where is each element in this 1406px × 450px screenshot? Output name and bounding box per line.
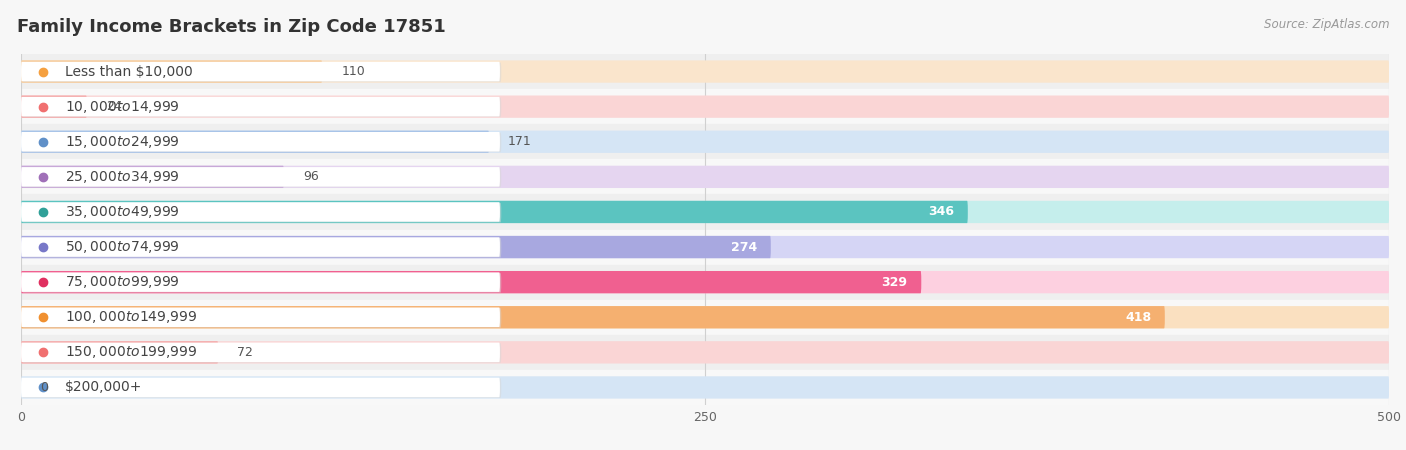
FancyBboxPatch shape: [21, 201, 1389, 223]
FancyBboxPatch shape: [21, 130, 489, 153]
FancyBboxPatch shape: [22, 133, 502, 152]
FancyBboxPatch shape: [21, 271, 1389, 293]
Text: 24: 24: [105, 100, 122, 113]
FancyBboxPatch shape: [21, 95, 87, 118]
FancyBboxPatch shape: [21, 306, 1164, 328]
FancyBboxPatch shape: [21, 306, 1389, 328]
FancyBboxPatch shape: [21, 341, 218, 364]
FancyBboxPatch shape: [21, 95, 1389, 118]
Text: 171: 171: [508, 135, 531, 148]
Bar: [21, 159, 1389, 194]
FancyBboxPatch shape: [22, 308, 502, 328]
FancyBboxPatch shape: [21, 237, 501, 257]
Text: $75,000 to $99,999: $75,000 to $99,999: [65, 274, 180, 290]
Text: Family Income Brackets in Zip Code 17851: Family Income Brackets in Zip Code 17851: [17, 18, 446, 36]
Bar: [21, 370, 1389, 405]
FancyBboxPatch shape: [21, 166, 284, 188]
FancyBboxPatch shape: [21, 307, 501, 327]
Bar: [21, 335, 1389, 370]
Text: 418: 418: [1125, 311, 1152, 324]
FancyBboxPatch shape: [22, 98, 502, 117]
Text: $150,000 to $199,999: $150,000 to $199,999: [65, 344, 197, 360]
FancyBboxPatch shape: [21, 236, 770, 258]
FancyBboxPatch shape: [21, 130, 1389, 153]
FancyBboxPatch shape: [21, 271, 921, 293]
FancyBboxPatch shape: [21, 341, 1389, 364]
Text: 110: 110: [342, 65, 366, 78]
FancyBboxPatch shape: [22, 203, 502, 222]
FancyBboxPatch shape: [21, 166, 1389, 188]
Text: $50,000 to $74,999: $50,000 to $74,999: [65, 239, 180, 255]
Text: 96: 96: [302, 171, 319, 183]
FancyBboxPatch shape: [22, 238, 502, 257]
FancyBboxPatch shape: [21, 132, 501, 152]
FancyBboxPatch shape: [22, 273, 502, 292]
Text: 0: 0: [41, 381, 48, 394]
FancyBboxPatch shape: [22, 343, 502, 363]
Text: Source: ZipAtlas.com: Source: ZipAtlas.com: [1264, 18, 1389, 31]
FancyBboxPatch shape: [21, 60, 1389, 83]
FancyBboxPatch shape: [21, 342, 501, 362]
FancyBboxPatch shape: [21, 202, 501, 222]
FancyBboxPatch shape: [21, 60, 322, 83]
FancyBboxPatch shape: [21, 201, 967, 223]
Text: $200,000+: $200,000+: [65, 380, 142, 395]
Bar: [21, 265, 1389, 300]
Bar: [21, 124, 1389, 159]
Bar: [21, 230, 1389, 265]
Text: $15,000 to $24,999: $15,000 to $24,999: [65, 134, 180, 150]
FancyBboxPatch shape: [22, 378, 502, 398]
FancyBboxPatch shape: [22, 63, 502, 82]
Text: $25,000 to $34,999: $25,000 to $34,999: [65, 169, 180, 185]
FancyBboxPatch shape: [22, 168, 502, 187]
Text: $100,000 to $149,999: $100,000 to $149,999: [65, 309, 197, 325]
Text: 274: 274: [731, 241, 756, 253]
Bar: [21, 194, 1389, 230]
FancyBboxPatch shape: [21, 378, 501, 397]
FancyBboxPatch shape: [21, 272, 501, 292]
Text: $35,000 to $49,999: $35,000 to $49,999: [65, 204, 180, 220]
Text: Less than $10,000: Less than $10,000: [65, 64, 193, 79]
FancyBboxPatch shape: [21, 167, 501, 187]
FancyBboxPatch shape: [21, 97, 501, 117]
FancyBboxPatch shape: [21, 62, 501, 81]
Bar: [21, 54, 1389, 89]
Text: $10,000 to $14,999: $10,000 to $14,999: [65, 99, 180, 115]
FancyBboxPatch shape: [21, 376, 1389, 399]
Text: 329: 329: [882, 276, 908, 288]
FancyBboxPatch shape: [21, 236, 1389, 258]
Bar: [21, 300, 1389, 335]
Text: 346: 346: [928, 206, 955, 218]
Text: 72: 72: [238, 346, 253, 359]
Bar: [21, 89, 1389, 124]
